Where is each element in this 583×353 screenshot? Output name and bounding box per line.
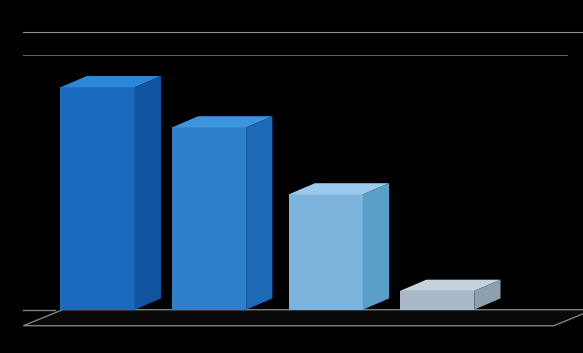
Polygon shape (246, 116, 272, 310)
Polygon shape (23, 310, 583, 326)
Bar (172, 127, 246, 310)
Polygon shape (61, 76, 161, 87)
Polygon shape (135, 76, 161, 310)
Polygon shape (363, 183, 389, 310)
Polygon shape (172, 116, 272, 127)
Bar (400, 291, 474, 310)
Bar (61, 87, 135, 310)
Bar (289, 195, 363, 310)
Polygon shape (289, 183, 389, 195)
Polygon shape (400, 280, 500, 291)
Polygon shape (474, 280, 500, 310)
